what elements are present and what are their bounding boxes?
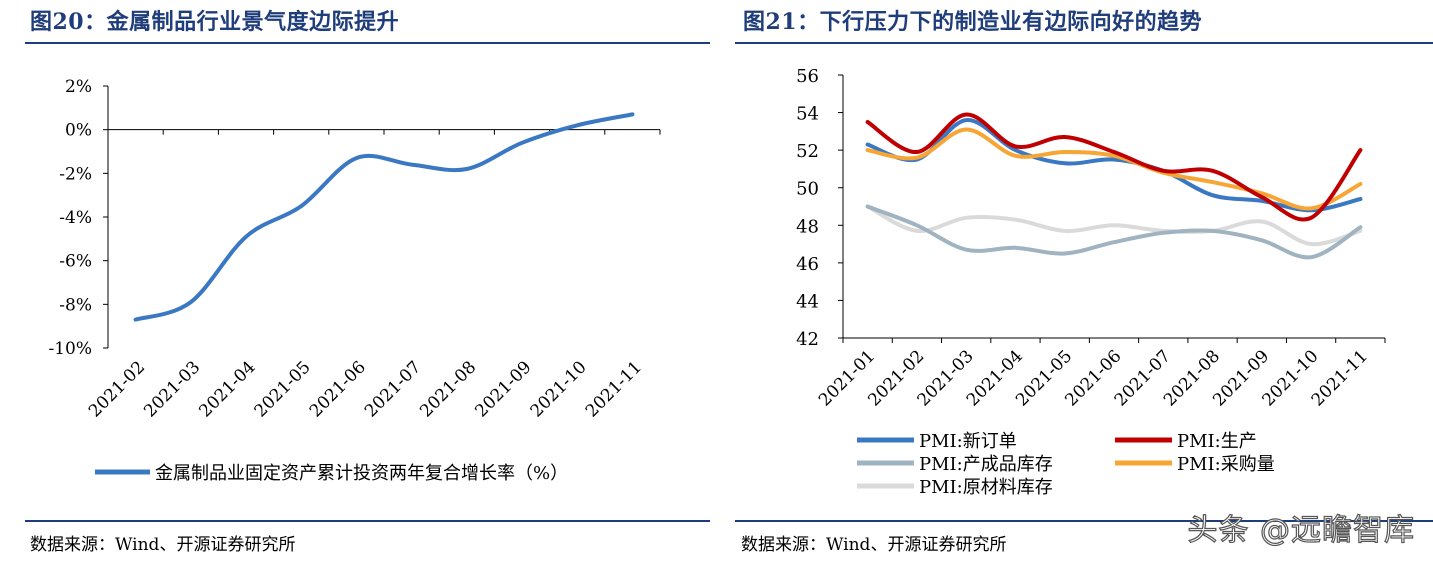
legend-label: PMI:原材料库存 — [919, 477, 1053, 498]
y-tick-label: 56 — [796, 66, 819, 87]
title-divider — [25, 42, 710, 44]
chart-title: 图20：金属制品行业景气度边际提升 — [30, 9, 400, 35]
series-line-pmi-purchase-volume — [865, 127, 1363, 211]
x-tick-label: 2021-04 — [195, 357, 259, 421]
source-note: 数据来源：Wind、开源证券研究所 — [741, 535, 1007, 555]
x-tick-label: 2021-06 — [306, 357, 370, 421]
y-tick-label: 54 — [796, 104, 819, 125]
source-divider — [735, 520, 1433, 522]
y-tick-label: 42 — [796, 329, 819, 350]
x-tick-label: 2021-07 — [361, 357, 425, 421]
series-line-pmi-finished-goods-inventory — [865, 204, 1363, 260]
chart-panel-metal-products: 图20：金属制品行业景气度边际提升 2% 0% -2% -4% -6% -8% -10% 20… — [0, 0, 710, 563]
y-tick-label: 50 — [796, 179, 819, 200]
x-tick-label: 2021-02 — [85, 357, 149, 421]
y-tick-label: 52 — [796, 141, 819, 162]
legend-label: 金属制品业固定资产累计投资两年复合增长率（%） — [155, 463, 568, 484]
series-line-metal-products-fai — [133, 112, 635, 322]
y-tick-label: 48 — [796, 216, 819, 237]
x-tick-label: 2021-05 — [251, 357, 315, 421]
chart-svg-metal-products: 2%0%-2%-4%-6%-8%-10%2021-022021-032021-0… — [48, 77, 661, 484]
x-tick-label: 2021-10 — [527, 357, 591, 421]
y-tick-label: 44 — [796, 291, 819, 312]
y-tick-label: -2% — [59, 164, 92, 184]
chart-title: 图21：下行压力下的制造业有边际向好的趋势 — [743, 9, 1203, 35]
legend-label: PMI:采购量 — [1177, 454, 1275, 475]
x-tick-label: 2021-03 — [140, 357, 204, 421]
y-tick-label: -4% — [59, 208, 92, 228]
legend-label: PMI:生产 — [1177, 431, 1257, 452]
source-divider — [25, 520, 710, 522]
x-tick-label: 2021-08 — [416, 357, 480, 421]
y-tick-label: -8% — [59, 295, 92, 315]
x-tick-label: 2021-09 — [471, 357, 535, 421]
x-tick-label: 2021-11 — [582, 357, 646, 421]
chart-panel-pmi: 图21：下行压力下的制造业有边际向好的趋势 56 54 52 50 48 46 44 42 20… — [735, 0, 1433, 563]
y-tick-label: 46 — [796, 254, 819, 275]
watermark-logo: 头条 @远瞻智库 — [1187, 512, 1415, 548]
series-line-pmi-raw-materials-inventory — [865, 204, 1363, 247]
y-tick-label: 2% — [65, 77, 92, 97]
legend-label: PMI:产成品库存 — [919, 454, 1053, 475]
y-tick-label: 0% — [65, 121, 92, 141]
series-line-pmi-production — [865, 112, 1363, 222]
y-tick-label: -10% — [48, 339, 92, 359]
title-divider — [735, 42, 1433, 44]
source-note: 数据来源：Wind、开源证券研究所 — [30, 535, 296, 555]
chart-svg-pmi: 56545250484644422021-012021-022021-03202… — [796, 66, 1386, 498]
y-tick-label: -6% — [59, 252, 92, 272]
legend-label: PMI:新订单 — [919, 431, 1017, 452]
